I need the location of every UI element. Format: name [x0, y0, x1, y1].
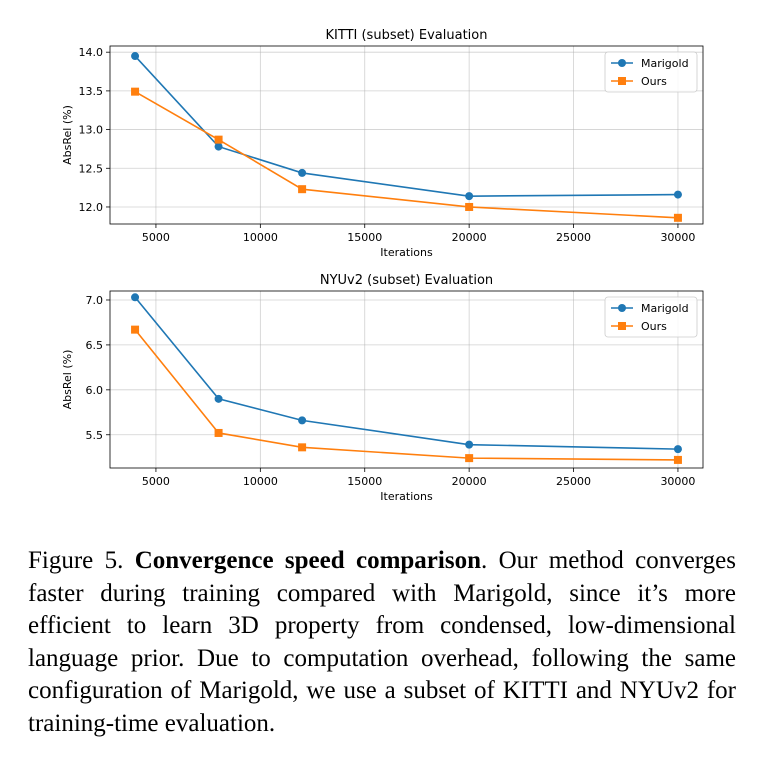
kitti-legend-label-ours: Ours: [641, 75, 667, 88]
nyuv2-y-axis-label: AbsRel (%): [61, 350, 74, 410]
kitti-xtick-label-4: 25000: [556, 231, 591, 244]
kitti-series-line-ours: [134, 90, 678, 219]
nyuv2-marigold-point-1: [214, 394, 223, 403]
nyuv2-chart-title: NYUv2 (subset) Evaluation: [320, 273, 493, 288]
kitti-ytick-label-1: 12.5: [79, 162, 104, 175]
figure-caption: Figure 5. Convergence speed comparison. …: [28, 545, 736, 740]
nyuv2-marigold-point-2: [298, 416, 307, 425]
kitti-xtick-label-1: 10000: [243, 231, 278, 244]
kitti-xtick-label-0: 5000: [142, 231, 170, 244]
nyuv2-ytick-label-0: 5.5: [86, 429, 104, 442]
nyuv2-ytick-label-1: 6.0: [86, 384, 104, 397]
kitti-legend-marker-marigold: [618, 59, 626, 67]
nyuv2-xtick-label-2: 15000: [347, 475, 382, 488]
kitti-marigold-point-3: [465, 192, 474, 201]
kitti-y-axis-label: AbsRel (%): [61, 105, 74, 165]
nyuv2-series-line-ours: [134, 329, 678, 461]
kitti-ytick-label-3: 13.5: [79, 85, 104, 98]
kitti-legend-marker-ours: [618, 77, 626, 85]
kitti-marigold-point-2: [298, 168, 307, 177]
kitti-xtick-label-2: 15000: [347, 231, 382, 244]
caption-label: Figure 5.: [28, 547, 124, 574]
kitti-series-line-marigold: [134, 55, 678, 197]
kitti-ytick-label-4: 14.0: [79, 46, 104, 59]
nyuv2-legend-marker-ours: [618, 322, 626, 330]
nyuv2-ours-point-2: [298, 443, 307, 452]
nyuv2-plot-frame: [109, 290, 704, 469]
kitti-ytick-label-2: 13.0: [79, 124, 104, 137]
nyuv2-legend-label-marigold: Marigold: [641, 302, 689, 315]
nyuv2-marigold-point-3: [465, 440, 474, 449]
kitti-xtick-label-5: 30000: [660, 231, 695, 244]
kitti-chart: 5000 10000 15000 20000 25000 30000 12.0 12.5 13.…: [61, 28, 704, 259]
nyuv2-legend-marker-marigold: [618, 304, 626, 312]
nyuv2-xtick-label-5: 30000: [660, 475, 695, 488]
nyuv2-ytick-label-2: 6.5: [86, 339, 104, 352]
nyuv2-ours-point-1: [214, 428, 223, 437]
nyuv2-xtick-label-3: 20000: [452, 475, 487, 488]
kitti-legend-label-marigold: Marigold: [641, 57, 689, 70]
nyuv2-chart: 5000 10000 15000 20000 25000 30000 5.5 6.0 6.5 7.…: [61, 273, 704, 503]
nyuv2-ours-point-4: [673, 455, 682, 464]
kitti-ytick-label-0: 12.0: [79, 201, 104, 214]
nyuv2-ours-point-3: [465, 454, 474, 463]
nyuv2-x-axis-label: Iterations: [380, 490, 433, 503]
kitti-ours-point-2: [298, 185, 307, 194]
nyuv2-marigold-point-4: [673, 445, 682, 454]
kitti-x-axis-label: Iterations: [380, 246, 433, 259]
kitti-ours-point-3: [465, 202, 474, 211]
nyuv2-legend-box: [604, 296, 698, 338]
kitti-marigold-point-1: [214, 142, 223, 151]
nyuv2-ytick-label-3: 7.0: [86, 294, 104, 307]
kitti-ours-point-0: [131, 87, 140, 96]
nyuv2-xtick-label-4: 25000: [556, 475, 591, 488]
caption-text: . Our method converges faster during tra…: [28, 547, 737, 737]
kitti-ours-point-1: [214, 135, 223, 144]
figure: 5000 10000 15000 20000 25000 30000 12.0 12.5 13.…: [61, 28, 704, 503]
kitti-chart-title: KITTI (subset) Evaluation: [326, 28, 488, 43]
nyuv2-xtick-label-0: 5000: [142, 475, 170, 488]
nyuv2-xtick-label-1: 10000: [243, 475, 278, 488]
kitti-ours-point-4: [673, 213, 682, 222]
kitti-marigold-point-4: [673, 190, 682, 199]
caption-bold-title: Convergence speed comparison: [134, 547, 481, 574]
nyuv2-marigold-point-0: [131, 293, 140, 302]
nyuv2-ours-point-0: [131, 325, 140, 334]
nyuv2-series-line-marigold: [134, 296, 678, 450]
kitti-marigold-point-0: [131, 52, 140, 61]
kitti-plot-frame: [109, 45, 704, 225]
nyuv2-legend-label-ours: Ours: [641, 320, 667, 333]
kitti-legend-box: [604, 51, 698, 93]
kitti-xtick-label-3: 20000: [452, 231, 487, 244]
